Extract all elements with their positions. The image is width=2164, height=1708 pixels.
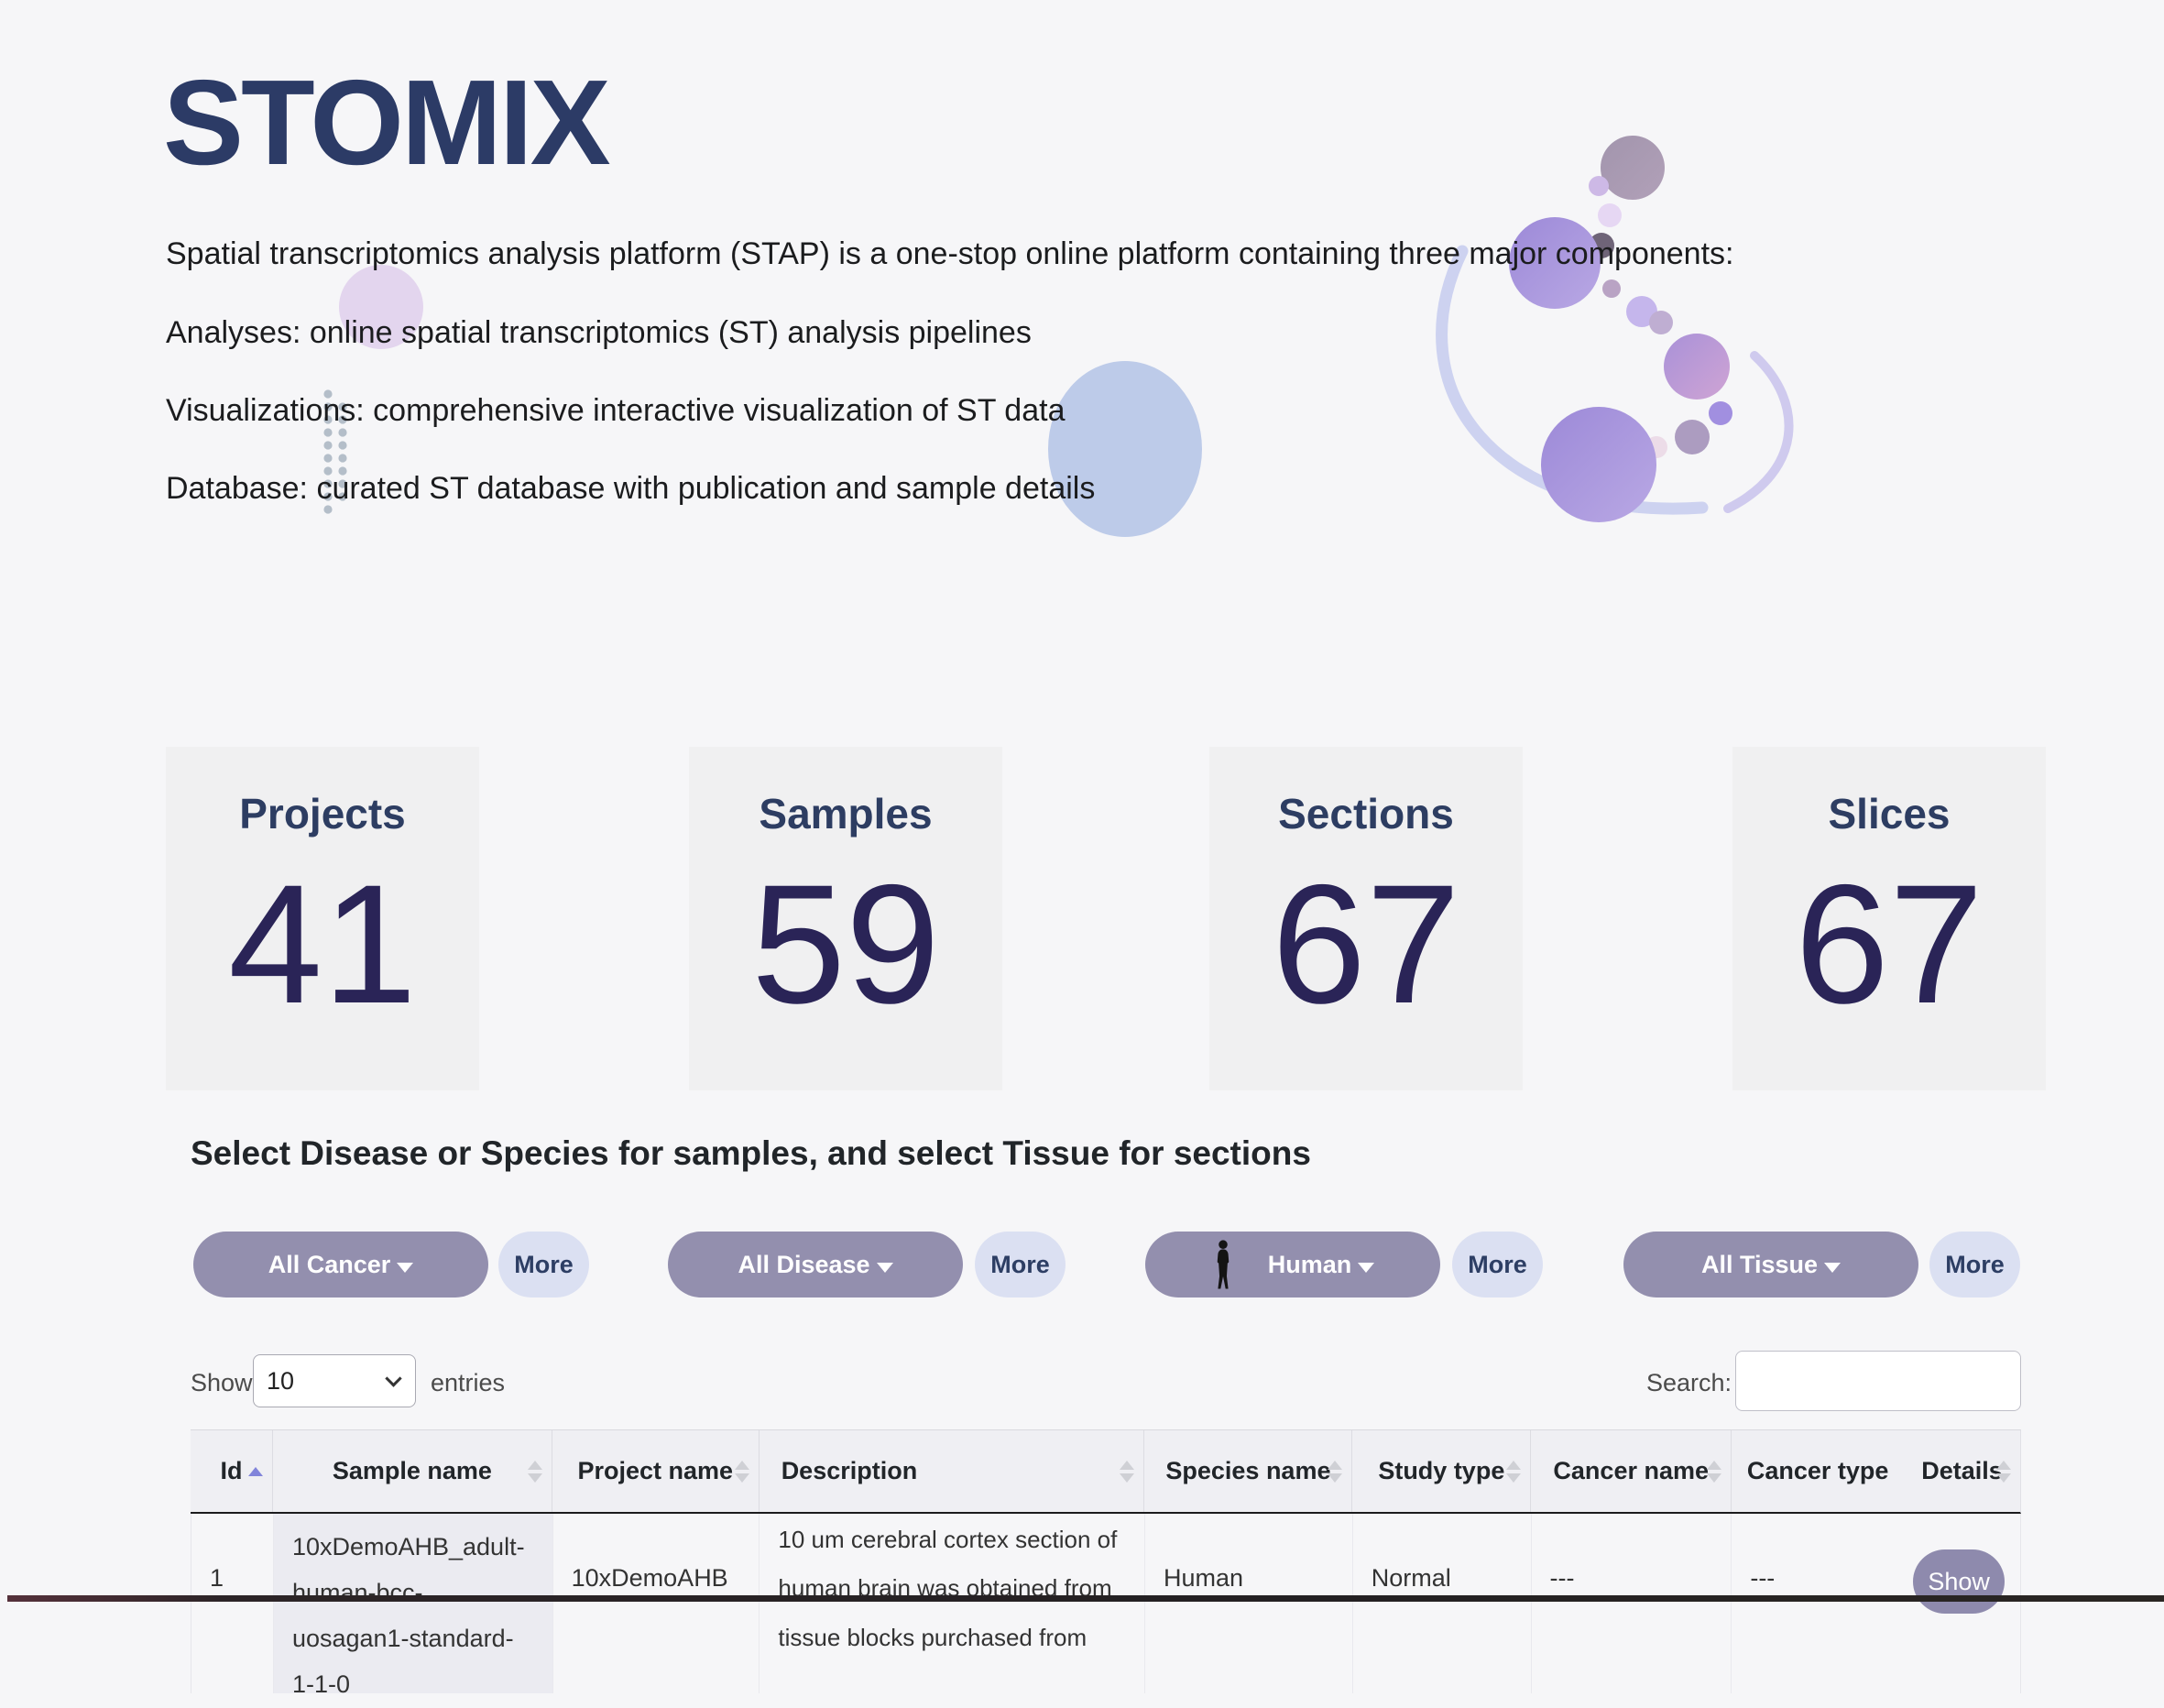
samples-table: Id Sample name Project name Description … [191,1429,2021,1698]
chevron-down-icon [1358,1262,1375,1273]
stat-label: Sections [1278,790,1454,838]
blue-blob-decoration [1048,361,1202,537]
cell-details: Show [1904,1514,2020,1693]
table-header-row: Id Sample name Project name Description … [191,1429,2021,1514]
chevron-down-icon [1824,1262,1842,1273]
person-icon [1217,1240,1229,1289]
chevron-down-icon [876,1262,893,1273]
sort-icon [247,1466,263,1476]
cell-description: 10 um cerebral cortex section of human b… [760,1514,1145,1693]
sort-icon [1707,1460,1722,1483]
column-header-project-name[interactable]: Project name [552,1430,760,1512]
stat-card-sections: Sections 67 [1209,747,1523,1090]
sort-icon [1506,1460,1522,1483]
database-description: Database: curated ST database with publi… [166,471,1096,506]
cell-sample-name: 10xDemoAHB_adult-human-bcc-uosagan1-stan… [273,1514,553,1698]
sort-icon [527,1460,542,1483]
stat-card-projects: Projects 41 [166,747,479,1090]
cell-cancer-type: --- [1750,1564,1776,1592]
lavender-circle-decoration [339,265,423,349]
stat-label: Projects [239,790,406,838]
entries-label: entries [431,1369,506,1396]
page-size-select-wrap: 10 [253,1354,416,1407]
more-tissue-button[interactable]: More [1929,1232,2020,1297]
analyses-description: Analyses: online spatial transcriptomics… [166,315,1032,350]
platform-description: Spatial transcriptomics analysis platfor… [166,236,1734,271]
show-entries-label: Show [191,1369,253,1396]
cell-study-type: Normal [1353,1514,1532,1693]
filter-dropdown-all-disease[interactable]: All Disease [668,1232,963,1297]
search-input[interactable] [1735,1351,2021,1411]
more-disease-button[interactable]: More [975,1232,1066,1297]
dotted-grid-decoration [323,389,347,514]
sort-icon [1996,1460,2012,1483]
filter-dropdown-all-tissue[interactable]: All Tissue [1623,1232,1918,1297]
stat-card-slices: Slices 67 [1732,747,2046,1090]
cell-project-name: 10xDemoAHB [553,1514,760,1693]
cell-cancer-name: --- [1532,1514,1732,1693]
stat-value: 41 [228,850,417,1039]
stat-card-samples: Samples 59 [689,747,1002,1090]
sort-icon [734,1460,749,1483]
page-title: STOMIX [163,55,611,190]
column-header-sample-name[interactable]: Sample name [273,1430,552,1512]
stat-label: Slices [1828,790,1951,838]
stat-value: 67 [1795,850,1984,1039]
page-size-select[interactable]: 10 [253,1354,416,1407]
sort-icon [1328,1460,1343,1483]
column-header-description[interactable]: Description [760,1430,1145,1512]
filter-label: All Cancer [268,1250,391,1278]
more-species-button[interactable]: More [1452,1232,1543,1297]
column-header-cancer-name[interactable]: Cancer name [1531,1430,1732,1512]
filter-dropdown-all-cancer[interactable]: All Cancer [193,1232,488,1297]
show-details-button[interactable]: Show [1913,1549,2006,1614]
filter-label: All Disease [738,1250,870,1278]
visualizations-description: Visualizations: comprehensive interactiv… [166,393,1066,428]
table-row: 1 10xDemoAHB_adult-human-bcc-uosagan1-st… [191,1514,2021,1698]
filter-label: All Tissue [1700,1250,1819,1278]
column-header-id[interactable]: Id [191,1430,273,1512]
column-header-cancer-type[interactable]: Cancer type [1746,1457,1889,1484]
column-header-species-name[interactable]: Species name [1144,1430,1353,1512]
column-header-study-type[interactable]: Study type [1352,1430,1532,1512]
stat-value: 59 [751,850,940,1039]
window-edge-bar [7,1595,2164,1602]
filter-section-heading: Select Disease or Species for samples, a… [191,1134,1311,1172]
stat-value: 67 [1272,850,1460,1039]
sort-icon [1120,1460,1135,1483]
more-cancer-button[interactable]: More [498,1232,589,1297]
chevron-down-icon [397,1262,414,1273]
filter-label: Human [1267,1250,1352,1278]
stat-label: Samples [759,790,933,838]
cell-species-name: Human [1145,1514,1353,1693]
cell-id: 1 [191,1514,274,1693]
stomix-orbit-logo [1436,136,1794,522]
column-header-details[interactable]: Details [1904,1430,2020,1512]
filter-dropdown-species-human[interactable]: Human [1145,1232,1440,1297]
search-label: Search: [1645,1369,1732,1396]
